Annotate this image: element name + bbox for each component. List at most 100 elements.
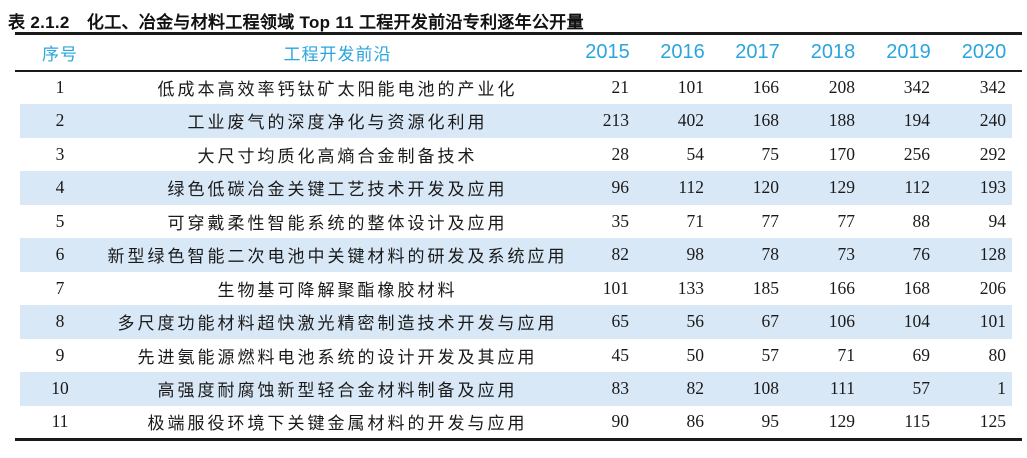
front-name-cell: 新型绿色智能二次电池中关键材料的研发及系统应用 (107, 247, 568, 267)
year-value-cell: 128 (979, 244, 1006, 265)
year-value-cell: 75 (761, 143, 780, 164)
year-value-cell: 106 (828, 311, 855, 332)
col-header-2015: 2015 (585, 40, 630, 63)
year-value-cell: 188 (828, 110, 855, 131)
table-row: 3 大尺寸均质化高熵合金制备技术 28 54 75 170 256 292 (15, 138, 1022, 172)
patent-table-container: 序号 工程开发前沿 2015 2016 2017 2018 2019 2020 … (15, 32, 1022, 441)
year-value-cell: 213 (602, 110, 629, 131)
year-value-cell: 129 (828, 177, 855, 198)
year-value-cell: 206 (979, 277, 1006, 298)
year-value-cell: 194 (903, 110, 930, 131)
front-name-cell: 多尺度功能材料超快激光精密制造技术开发与应用 (117, 314, 558, 334)
year-value-cell: 1 (997, 378, 1006, 399)
table-title: 表 2.1.2 化工、冶金与材料工程领域 Top 11 工程开发前沿专利逐年公开… (8, 13, 584, 32)
year-value-cell: 129 (828, 411, 855, 431)
year-value-cell: 21 (611, 77, 630, 98)
col-header-2019: 2019 (886, 40, 931, 63)
year-value-cell: 54 (686, 143, 705, 164)
year-value-cell: 133 (677, 277, 704, 298)
year-value-cell: 71 (837, 344, 856, 365)
year-value-cell: 28 (611, 143, 630, 164)
year-value-cell: 111 (830, 378, 855, 399)
table-row: 7 生物基可降解聚酯橡胶材料 101 133 185 166 168 206 (15, 272, 1022, 306)
year-value-cell: 80 (988, 344, 1007, 365)
year-value-cell: 83 (611, 378, 630, 399)
year-value-cell: 112 (678, 177, 704, 198)
year-value-cell: 101 (677, 77, 704, 98)
year-value-cell: 65 (611, 311, 630, 332)
year-value-cell: 73 (837, 244, 856, 265)
year-value-cell: 240 (979, 110, 1006, 131)
year-value-cell: 166 (828, 277, 855, 298)
year-value-cell: 342 (979, 77, 1006, 98)
table-body: 1 低成本高效率钙钛矿太阳能电池的产业化 21 101 166 208 342 342 2 工业废… (15, 71, 1022, 440)
year-value-cell: 96 (611, 177, 630, 198)
year-value-cell: 71 (686, 210, 705, 231)
front-name-cell: 可穿戴柔性智能系统的整体设计及应用 (167, 213, 508, 233)
year-value-cell: 77 (837, 210, 856, 231)
year-value-cell: 95 (761, 411, 780, 431)
year-value-cell: 98 (686, 244, 705, 265)
rank-cell: 5 (55, 210, 65, 231)
year-value-cell: 101 (979, 311, 1006, 332)
front-name-cell: 高强度耐腐蚀新型轻合金材料制备及应用 (157, 381, 518, 401)
front-name-cell: 大尺寸均质化高熵合金制备技术 (197, 146, 478, 166)
year-value-cell: 342 (903, 77, 930, 98)
year-value-cell: 166 (752, 77, 779, 98)
col-header-front: 工程开发前沿 (283, 44, 392, 64)
year-value-cell: 115 (904, 411, 930, 431)
col-header-2017: 2017 (735, 40, 780, 63)
year-value-cell: 185 (752, 277, 779, 298)
rank-cell: 1 (55, 77, 65, 98)
year-value-cell: 78 (761, 244, 780, 265)
year-value-cell: 57 (761, 344, 780, 365)
rank-cell: 2 (55, 110, 65, 131)
table-row: 2 工业废气的深度净化与资源化利用 213 402 168 188 194 240 (15, 104, 1022, 138)
col-header-2016: 2016 (660, 40, 705, 63)
front-name-cell: 先进氨能源燃料电池系统的设计开发及其应用 (137, 347, 538, 367)
year-value-cell: 57 (912, 378, 931, 399)
rank-cell: 11 (51, 411, 69, 431)
year-value-cell: 125 (979, 411, 1006, 431)
col-header-rank: 序号 (42, 44, 78, 64)
year-value-cell: 35 (611, 210, 630, 231)
year-value-cell: 168 (752, 110, 779, 131)
year-value-cell: 292 (979, 143, 1006, 164)
year-value-cell: 77 (761, 210, 780, 231)
rank-cell: 4 (55, 177, 65, 198)
year-value-cell: 112 (904, 177, 930, 198)
year-value-cell: 50 (686, 344, 705, 365)
year-value-cell: 45 (611, 344, 630, 365)
year-value-cell: 193 (979, 177, 1006, 198)
year-value-cell: 82 (686, 378, 705, 399)
table-row: 5 可穿戴柔性智能系统的整体设计及应用 35 71 77 77 88 94 (15, 205, 1022, 239)
col-header-2020: 2020 (961, 40, 1007, 63)
year-value-cell: 86 (686, 411, 705, 431)
header-row: 序号 工程开发前沿 2015 2016 2017 2018 2019 2020 (15, 34, 1022, 71)
table-row: 8 多尺度功能材料超快激光精密制造技术开发与应用 65 56 67 106 104 101 (15, 305, 1022, 339)
patent-table: 序号 工程开发前沿 2015 2016 2017 2018 2019 2020 … (15, 32, 1022, 441)
front-name-cell: 绿色低碳冶金关键工艺技术开发及应用 (167, 180, 508, 200)
year-value-cell: 90 (611, 411, 630, 431)
rank-cell: 6 (55, 244, 65, 265)
year-value-cell: 101 (602, 277, 629, 298)
year-value-cell: 108 (752, 378, 779, 399)
rank-cell: 8 (55, 311, 65, 332)
front-name-cell: 极端服役环境下关键金属材料的开发与应用 (147, 414, 528, 433)
year-value-cell: 402 (677, 110, 704, 131)
year-value-cell: 94 (988, 210, 1007, 231)
front-name-cell: 生物基可降解聚酯橡胶材料 (217, 280, 458, 300)
rank-cell: 10 (51, 378, 69, 399)
year-value-cell: 67 (761, 311, 780, 332)
rank-cell: 7 (55, 277, 65, 298)
year-value-cell: 56 (686, 311, 705, 332)
front-name-cell: 工业废气的深度净化与资源化利用 (187, 113, 488, 133)
table-row: 4 绿色低碳冶金关键工艺技术开发及应用 96 112 120 129 112 193 (15, 171, 1022, 205)
rank-cell: 9 (55, 344, 65, 365)
table-row: 10 高强度耐腐蚀新型轻合金材料制备及应用 83 82 108 111 57 1 (15, 372, 1022, 406)
table-row: 9 先进氨能源燃料电池系统的设计开发及其应用 45 50 57 71 69 80 (15, 339, 1022, 373)
year-value-cell: 120 (752, 177, 779, 198)
year-value-cell: 82 (611, 244, 630, 265)
col-header-2018: 2018 (810, 40, 856, 63)
